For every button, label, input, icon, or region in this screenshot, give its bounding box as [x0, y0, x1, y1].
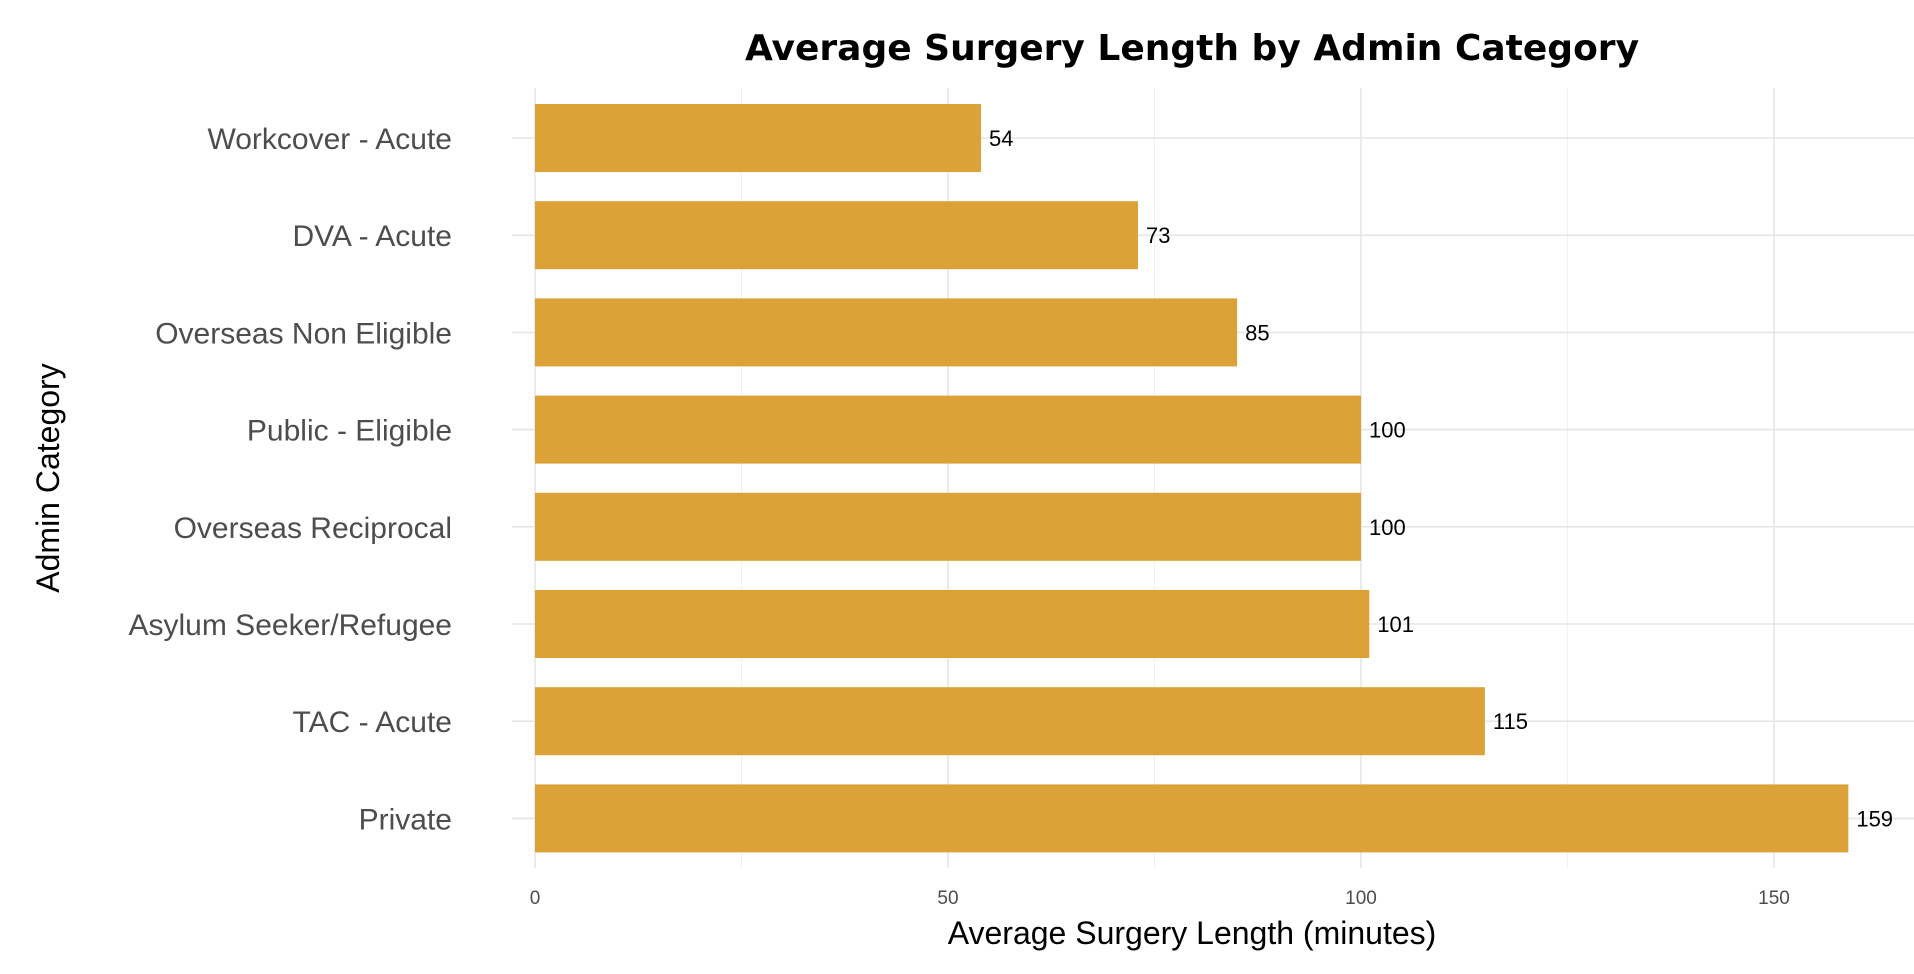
category-label: Overseas Reciprocal: [174, 512, 452, 545]
bar: [535, 298, 1238, 367]
bars: [535, 104, 1849, 853]
value-axis: 0 50 100 150: [530, 888, 1790, 909]
x-tick-label: 150: [1758, 888, 1790, 909]
category-label: Overseas Non Eligible: [155, 317, 452, 350]
bar-value-label: 100: [1369, 515, 1406, 540]
bar-value-label: 54: [989, 126, 1013, 151]
category-axis: Workcover - Acute DVA - Acute Overseas Non…: [129, 123, 453, 836]
category-label: DVA - Acute: [292, 220, 452, 253]
bar: [535, 687, 1485, 756]
bar-value-label: 73: [1146, 223, 1170, 248]
y-axis-title: Admin Category: [30, 363, 66, 592]
category-label: Private: [359, 803, 452, 836]
category-label: Asylum Seeker/Refugee: [129, 609, 453, 642]
bar: [535, 590, 1370, 658]
bar-value-label: 159: [1856, 806, 1893, 831]
x-tick-label: 0: [530, 888, 541, 909]
value-labels: 54 73 85 100 100 101 115 159: [989, 126, 1893, 831]
bar: [535, 395, 1361, 464]
x-tick-label: 100: [1345, 888, 1377, 909]
chart-title: Average Surgery Length by Admin Category: [745, 28, 1639, 69]
bar-value-label: 100: [1369, 418, 1406, 443]
category-label: Workcover - Acute: [207, 123, 452, 156]
bar: [535, 784, 1849, 853]
category-label: TAC - Acute: [293, 706, 453, 739]
bar-value-label: 85: [1245, 320, 1269, 345]
category-label: Public - Eligible: [247, 415, 452, 448]
bar: [535, 201, 1138, 270]
bar-value-label: 101: [1377, 612, 1414, 637]
x-axis-title: Average Surgery Length (minutes): [948, 915, 1437, 951]
x-tick-label: 50: [937, 888, 958, 909]
bar: [535, 492, 1361, 561]
bar: [535, 104, 982, 172]
bar-value-label: 115: [1493, 709, 1528, 734]
